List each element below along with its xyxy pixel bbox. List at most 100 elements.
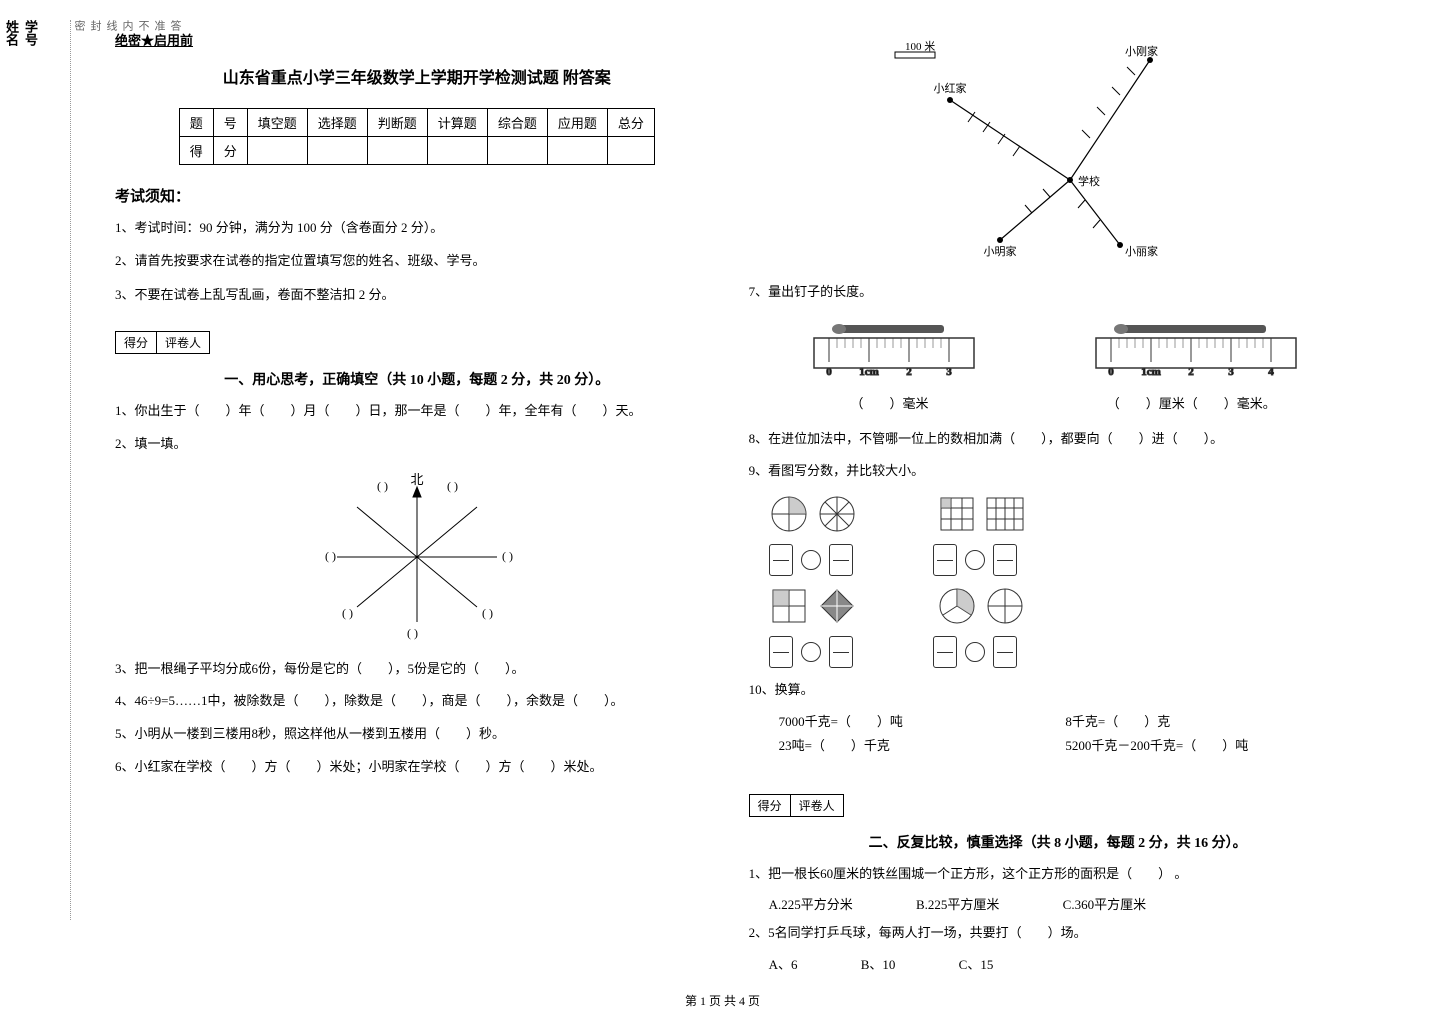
diamond-icon: [817, 586, 857, 626]
grid-2x2-icon: [769, 586, 809, 626]
conv-2a: 23吨=（ ）千克: [779, 735, 1066, 754]
s2q1-c: C.360平方厘米: [1063, 894, 1146, 913]
grid-3x4-icon: [985, 494, 1025, 534]
svg-text:1cm: 1cm: [1142, 366, 1162, 378]
right-column: 100 米 小红家 小刚家 学校: [734, 20, 1368, 980]
frac-pair-4: [937, 586, 1025, 626]
svg-text:0: 0: [827, 366, 833, 378]
tv-4: [367, 137, 427, 165]
tv-2: [247, 137, 307, 165]
dotted-6: 密: [71, 20, 87, 920]
page-footer: 第 1 页 共 4 页: [0, 992, 1445, 1009]
svg-text:4: 4: [1269, 366, 1275, 378]
score-box-2: 得分 评卷人: [749, 794, 844, 817]
conv-2: 23吨=（ ）千克 5200千克－200千克=（ ）吨: [779, 735, 1353, 754]
tv-8: [607, 137, 654, 165]
th-0: 题: [179, 109, 213, 137]
frac-box: [993, 544, 1017, 576]
frac-row-1: [769, 494, 1353, 534]
svg-text:2: 2: [1189, 366, 1195, 378]
svg-text:北: 北: [410, 472, 423, 487]
q8: 8、在进位加法中，不管哪一位上的数相加满（ ），都要向（ ）进（ ）。: [749, 427, 1353, 452]
svg-text:( ): ( ): [342, 606, 353, 620]
map-diagram: 100 米 小红家 小刚家 学校: [850, 30, 1250, 270]
svg-text:( ): ( ): [377, 479, 388, 493]
notice-title: 考试须知：: [115, 185, 719, 206]
section2-title: 二、反复比较，慎重选择（共 8 小题，每题 2 分，共 16 分）。: [749, 832, 1353, 852]
circle-quarter-icon: [769, 494, 809, 534]
q5: 5、小明从一楼到三楼用8秒，照这样他从一楼到五楼用（ ）秒。: [115, 722, 719, 747]
th-5: 计算题: [427, 109, 487, 137]
frac-box: [829, 636, 853, 668]
q4: 4、46÷9=5……1中，被除数是（ ），除数是（ ），商是（ ），余数是（ ）…: [115, 689, 719, 714]
frac-box: [769, 544, 793, 576]
svg-text:2: 2: [907, 366, 913, 378]
q6: 6、小红家在学校（ ）方（ ）米处；小明家在学校（ ）方（ ）米处。: [115, 755, 719, 780]
q7: 7、量出钉子的长度。: [749, 280, 1353, 305]
s2q1-b: B.225平方厘米: [916, 894, 999, 913]
svg-text:小明家: 小明家: [984, 244, 1017, 258]
section1-title: 一、用心思考，正确填空（共 10 小题，每题 2 分，共 20 分）。: [115, 369, 719, 389]
fc2: [933, 544, 1017, 576]
ruler-left-svg: 0 1cm 2 3: [789, 320, 989, 380]
s2-q2: 2、5名同学打乒乓球，每两人打一场，共要打（ ）场。: [749, 921, 1353, 946]
svg-text:( ): ( ): [502, 549, 513, 563]
q9: 9、看图写分数，并比较大小。: [749, 459, 1353, 484]
dotted-2: 不: [135, 20, 151, 920]
svg-text:( ): ( ): [482, 606, 493, 620]
q2: 2、填一填。: [115, 432, 719, 457]
tv-3: [307, 137, 367, 165]
dotted-4: 线: [103, 20, 119, 920]
secret-label: 绝密★启用前: [115, 30, 719, 49]
ruler-right: 0 1cm 2 3 4 （ ）厘米（ ）毫米。: [1071, 320, 1311, 412]
svg-text:小红家: 小红家: [934, 81, 967, 95]
grid-3x3-icon: [937, 494, 977, 534]
svg-text:0: 0: [1109, 366, 1115, 378]
score-header-row: 题 号 填空题 选择题 判断题 计算题 综合题 应用题 总分: [179, 109, 654, 137]
frac-box: [769, 636, 793, 668]
s2-q2-choices: A、6 B、10 C、15: [769, 954, 1353, 973]
svg-text:学校: 学校: [1078, 174, 1100, 188]
circle-half-icon: [985, 586, 1025, 626]
q1: 1、你出生于（ ）年（ ）月（ ）日，那一年是（ ）年，全年有（ ）天。: [115, 399, 719, 424]
th-3: 选择题: [307, 109, 367, 137]
notice-2: 2、请首先按要求在试卷的指定位置填写您的姓名、班级、学号。: [115, 249, 719, 272]
circle-eighth-icon: [817, 494, 857, 534]
score-value-row: 得 分: [179, 137, 654, 165]
svg-text:小刚家: 小刚家: [1125, 44, 1158, 58]
svg-text:1cm: 1cm: [860, 366, 880, 378]
circle-icon: [965, 550, 985, 570]
left-column: 绝密★启用前 山东省重点小学三年级数学上学期开学检测试题 附答案 题 号 填空题…: [100, 20, 734, 980]
exam-page: 学号 姓名 班级 学校 乡镇(街道) 答 准 不 内 线 封 密 绝密★启用前 …: [100, 20, 1420, 980]
fc1: [769, 544, 853, 576]
sidebar-labels: 学号 姓名 班级 学校 乡镇(街道): [20, 20, 40, 920]
dotted-3: 内: [119, 20, 135, 920]
ruler-right-svg: 0 1cm 2 3 4: [1071, 320, 1311, 380]
th-6: 综合题: [487, 109, 547, 137]
frac-box: [933, 544, 957, 576]
frac-compare-2: [769, 636, 1353, 668]
s2-q1: 1、把一根长60厘米的铁丝围城一个正方形，这个正方形的面积是（ ） 。: [749, 862, 1353, 887]
svg-text:小丽家: 小丽家: [1125, 244, 1158, 258]
sidebar-dotted-line: 答 准 不 内 线 封 密: [70, 20, 183, 920]
notice-1: 1、考试时间：90 分钟，满分为 100 分（含卷面分 2 分）。: [115, 216, 719, 239]
th-4: 判断题: [367, 109, 427, 137]
ruler-right-label: （ ）厘米（ ）毫米。: [1071, 393, 1311, 412]
frac-pair-1: [769, 494, 857, 534]
score-table: 题 号 填空题 选择题 判断题 计算题 综合题 应用题 总分 得 分: [179, 108, 655, 165]
section1-header: 得分 评卷人: [115, 316, 719, 359]
label-banji: 班级: [0, 20, 2, 920]
s2-q1-choices: A.225平方分米 B.225平方厘米 C.360平方厘米: [769, 894, 1353, 913]
svg-text:( ): ( ): [325, 549, 336, 563]
th-1: 号: [213, 109, 247, 137]
frac-pair-3: [769, 586, 857, 626]
s2q1-a: A.225平方分米: [769, 894, 853, 913]
tv-6: [487, 137, 547, 165]
svg-text:( ): ( ): [447, 479, 458, 493]
s2q2-b: B、10: [861, 954, 896, 973]
q10: 10、换算。: [749, 678, 1353, 703]
q3: 3、把一根绳子平均分成6份，每份是它的（ ），5份是它的（ ）。: [115, 657, 719, 682]
tv-5: [427, 137, 487, 165]
conv-1a: 7000千克=（ ）吨: [779, 711, 1066, 730]
tv-0: 得: [179, 137, 213, 165]
